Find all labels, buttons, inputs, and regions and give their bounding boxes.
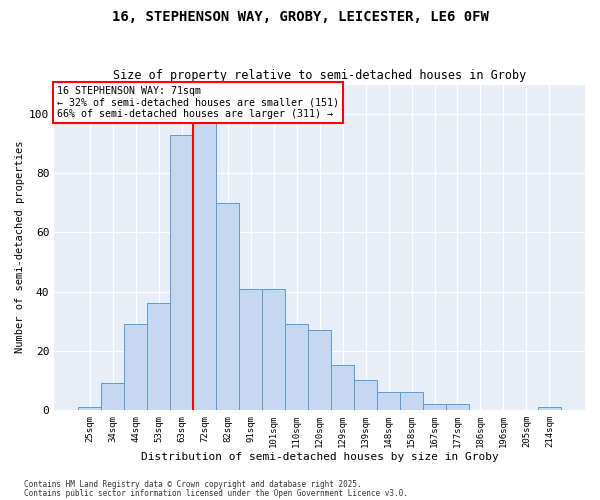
Bar — [423, 404, 446, 410]
Bar — [239, 288, 262, 410]
Bar — [377, 392, 400, 410]
Bar — [193, 111, 216, 410]
Bar — [331, 366, 354, 410]
Y-axis label: Number of semi-detached properties: Number of semi-detached properties — [15, 141, 25, 354]
Bar — [170, 135, 193, 410]
Text: 16, STEPHENSON WAY, GROBY, LEICESTER, LE6 0FW: 16, STEPHENSON WAY, GROBY, LEICESTER, LE… — [112, 10, 488, 24]
Bar — [400, 392, 423, 410]
X-axis label: Distribution of semi-detached houses by size in Groby: Distribution of semi-detached houses by … — [141, 452, 499, 462]
Bar — [101, 383, 124, 410]
Bar — [79, 407, 101, 410]
Bar — [308, 330, 331, 410]
Title: Size of property relative to semi-detached houses in Groby: Size of property relative to semi-detach… — [113, 69, 526, 82]
Text: Contains public sector information licensed under the Open Government Licence v3: Contains public sector information licen… — [24, 489, 408, 498]
Bar — [354, 380, 377, 410]
Text: 16 STEPHENSON WAY: 71sqm
← 32% of semi-detached houses are smaller (151)
66% of : 16 STEPHENSON WAY: 71sqm ← 32% of semi-d… — [57, 86, 339, 120]
Text: Contains HM Land Registry data © Crown copyright and database right 2025.: Contains HM Land Registry data © Crown c… — [24, 480, 362, 489]
Bar — [285, 324, 308, 410]
Bar — [538, 407, 561, 410]
Bar — [148, 304, 170, 410]
Bar — [124, 324, 148, 410]
Bar — [446, 404, 469, 410]
Bar — [262, 288, 285, 410]
Bar — [216, 203, 239, 410]
